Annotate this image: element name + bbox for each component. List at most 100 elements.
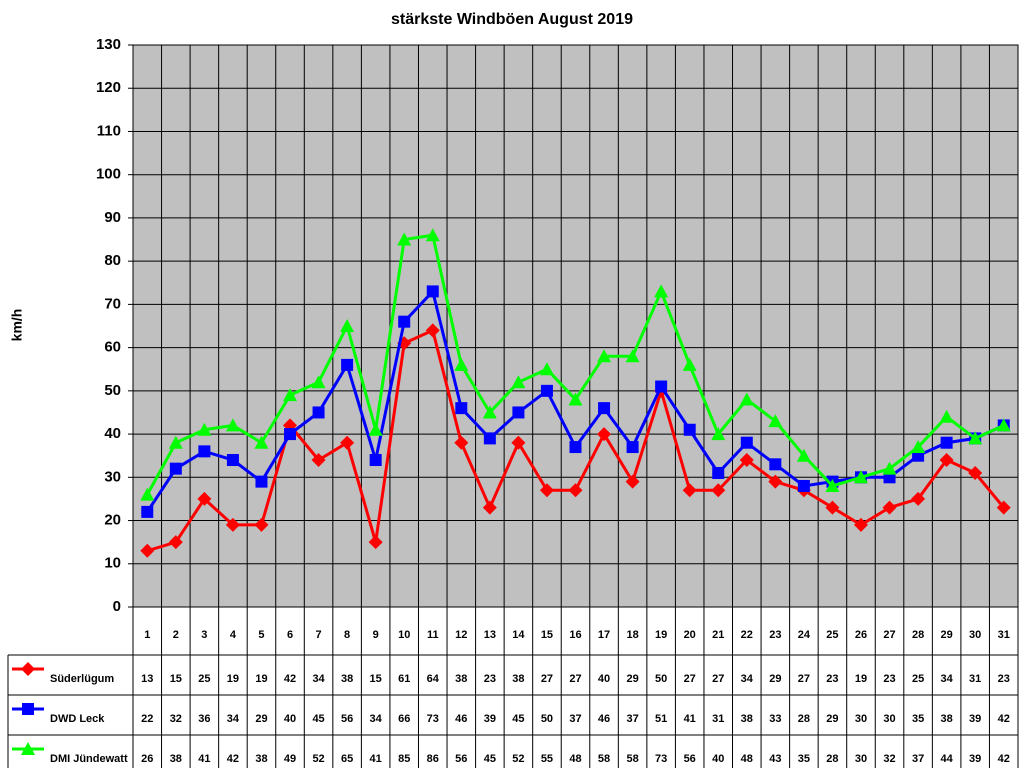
table-value: 58 [626, 753, 638, 765]
table-value: 52 [312, 753, 324, 765]
table-value: 34 [741, 673, 754, 685]
marker [597, 427, 612, 442]
legend-label: Süderlügum [50, 673, 114, 685]
table-value: 30 [855, 753, 867, 765]
table-value: 46 [455, 713, 467, 725]
x-tick-label: 13 [484, 629, 496, 641]
table-value: 38 [255, 753, 267, 765]
marker [482, 500, 497, 515]
legend-marker [21, 742, 35, 755]
marker [312, 406, 325, 419]
table-value: 38 [341, 673, 353, 685]
marker [454, 357, 469, 371]
marker [140, 543, 155, 558]
table-value: 56 [341, 713, 353, 725]
marker [540, 384, 553, 397]
table-value: 50 [655, 673, 667, 685]
x-tick-label: 7 [316, 629, 322, 641]
marker [226, 454, 239, 467]
table-value: 41 [198, 753, 210, 765]
y-tick-label: 120 [96, 79, 121, 96]
y-tick-label: 50 [104, 382, 121, 399]
marker [539, 362, 554, 376]
marker [368, 535, 383, 550]
marker [825, 500, 840, 515]
y-tick-label: 30 [104, 468, 121, 485]
y-tick-label: 40 [104, 425, 121, 442]
x-tick-label: 2 [173, 629, 179, 641]
marker [511, 435, 526, 450]
table-value: 30 [883, 713, 895, 725]
table-value: 48 [741, 753, 753, 765]
marker [254, 517, 269, 532]
legend-label: DMI Jündewatt [50, 753, 128, 765]
table-value: 86 [427, 753, 439, 765]
x-tick-label: 29 [941, 629, 953, 641]
table-value: 35 [798, 753, 810, 765]
table-value: 66 [398, 713, 410, 725]
marker [255, 475, 268, 488]
table-value: 40 [284, 713, 296, 725]
table-value: 23 [883, 673, 895, 685]
marker [168, 535, 183, 550]
marker [140, 487, 155, 501]
table-value: 13 [141, 673, 153, 685]
table-value: 28 [826, 753, 838, 765]
marker [168, 435, 183, 449]
table-value: 31 [969, 673, 981, 685]
table-value: 41 [370, 753, 382, 765]
marker [682, 357, 697, 371]
y-tick-label: 70 [104, 295, 121, 312]
x-tick-label: 11 [427, 629, 439, 641]
marker [482, 405, 497, 419]
marker [654, 284, 669, 298]
marker [397, 232, 412, 246]
table-value: 29 [769, 673, 781, 685]
y-tick-label: 130 [96, 36, 121, 53]
x-tick-label: 31 [998, 629, 1010, 641]
table-value: 42 [284, 673, 296, 685]
marker [853, 517, 868, 532]
marker [968, 465, 983, 480]
table-value: 42 [227, 753, 239, 765]
marker [512, 406, 525, 419]
marker [569, 441, 582, 454]
table-value: 19 [855, 673, 867, 685]
marker [682, 483, 697, 498]
marker [539, 483, 554, 498]
marker [825, 478, 840, 492]
y-tick-label: 110 [97, 122, 121, 139]
marker [797, 479, 810, 492]
marker [284, 428, 297, 441]
table-value: 34 [941, 673, 954, 685]
marker [598, 402, 611, 415]
table-value: 19 [227, 673, 239, 685]
plot-area [132, 44, 1019, 608]
marker [398, 315, 411, 328]
x-tick-label: 17 [598, 629, 610, 641]
legend-marker [22, 703, 34, 715]
table-value: 49 [284, 753, 296, 765]
marker [625, 349, 640, 363]
marker [568, 392, 583, 406]
marker [455, 402, 468, 415]
marker [712, 466, 725, 479]
table-value: 51 [655, 713, 667, 725]
table-value: 56 [684, 753, 696, 765]
marker [198, 445, 211, 458]
table-value: 29 [826, 713, 838, 725]
y-tick-label: 100 [96, 166, 121, 183]
table-value: 40 [598, 673, 610, 685]
table-value: 38 [455, 673, 467, 685]
chart-title: stärkste Windböen August 2019 [391, 11, 633, 28]
marker [768, 474, 783, 489]
marker [739, 453, 754, 468]
table-value: 34 [312, 673, 325, 685]
table-value: 32 [883, 753, 895, 765]
x-tick-label: 18 [626, 629, 638, 641]
table-value: 37 [569, 713, 581, 725]
table-value: 73 [655, 753, 667, 765]
table-value: 39 [969, 753, 981, 765]
marker [426, 285, 439, 298]
